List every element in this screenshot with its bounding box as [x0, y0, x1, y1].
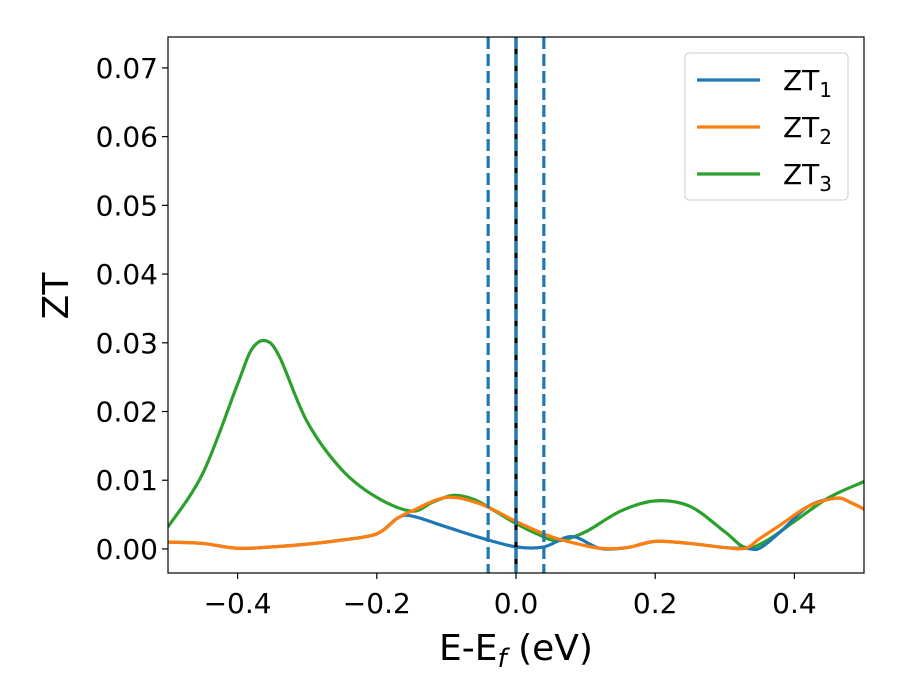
x-axis: −0.4 −0.2 0.0 0.2 0.4	[204, 573, 817, 620]
legend-label-zt3: ZT3	[783, 158, 832, 196]
x-tick-label: 0.2	[633, 587, 678, 620]
y-tick-label: 0.05	[96, 189, 158, 222]
y-tick-label: 0.03	[96, 327, 158, 360]
legend-box	[684, 52, 849, 201]
x-tick-label: 0.4	[772, 587, 817, 620]
legend: ZT1 ZT2 ZT3	[684, 52, 849, 201]
y-tick-label: 0.07	[96, 52, 158, 85]
y-tick-label: 0.02	[96, 396, 158, 429]
x-axis-label: E-Ef (eV)	[439, 628, 593, 674]
y-tick-label: 0.06	[96, 121, 158, 154]
x-tick-label: −0.2	[343, 587, 411, 620]
series-line-zt2	[168, 495, 864, 551]
y-axis-label: ZT	[36, 272, 77, 320]
y-tick-label: 0.04	[96, 258, 158, 291]
legend-label-zt2: ZT2	[783, 111, 832, 149]
plot-area	[168, 37, 864, 573]
x-tick-label: −0.4	[204, 587, 272, 620]
legend-label-zt1: ZT1	[783, 64, 832, 102]
y-axis: 0.00 0.01 0.02 0.03 0.04 0.05 0.06 0.07	[96, 52, 168, 566]
y-tick-label: 0.00	[96, 533, 158, 566]
y-tick-label: 0.01	[96, 464, 158, 497]
x-tick-label: 0.0	[494, 587, 539, 620]
